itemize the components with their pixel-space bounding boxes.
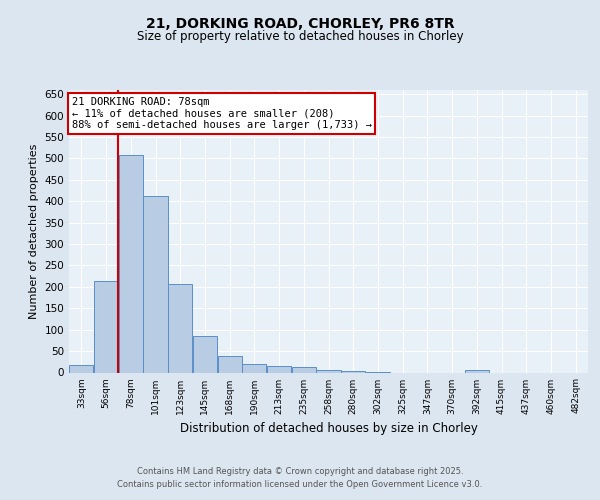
Bar xyxy=(242,364,266,372)
Bar xyxy=(267,366,291,372)
X-axis label: Distribution of detached houses by size in Chorley: Distribution of detached houses by size … xyxy=(179,422,478,435)
Bar xyxy=(94,282,118,372)
Text: 21, DORKING ROAD, CHORLEY, PR6 8TR: 21, DORKING ROAD, CHORLEY, PR6 8TR xyxy=(146,18,454,32)
Text: Contains HM Land Registry data © Crown copyright and database right 2025.: Contains HM Land Registry data © Crown c… xyxy=(137,467,463,476)
Text: Size of property relative to detached houses in Chorley: Size of property relative to detached ho… xyxy=(137,30,463,43)
Bar xyxy=(292,367,316,372)
Bar xyxy=(218,356,242,372)
Bar xyxy=(69,365,94,372)
Bar xyxy=(168,284,193,372)
Y-axis label: Number of detached properties: Number of detached properties xyxy=(29,144,39,319)
Text: Contains public sector information licensed under the Open Government Licence v3: Contains public sector information licen… xyxy=(118,480,482,489)
Bar xyxy=(143,196,167,372)
Bar xyxy=(193,336,217,372)
Text: 21 DORKING ROAD: 78sqm
← 11% of detached houses are smaller (208)
88% of semi-de: 21 DORKING ROAD: 78sqm ← 11% of detached… xyxy=(71,97,371,130)
Bar xyxy=(464,370,489,372)
Bar xyxy=(119,156,143,372)
Bar xyxy=(341,371,365,372)
Bar xyxy=(316,370,341,372)
